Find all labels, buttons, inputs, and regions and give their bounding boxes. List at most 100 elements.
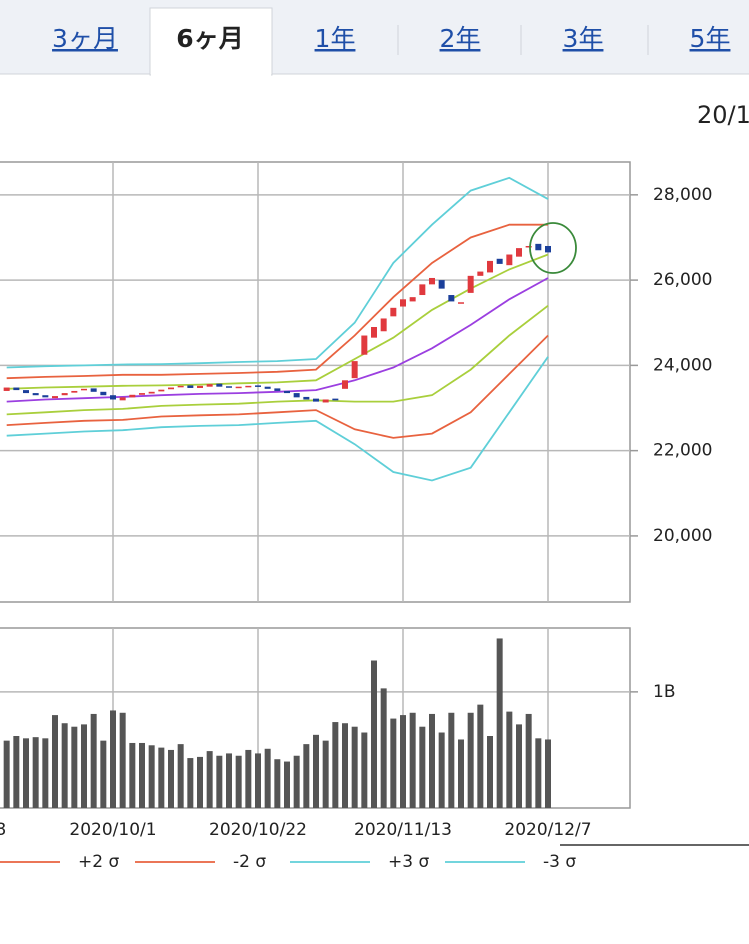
volume-bar: [32, 737, 39, 808]
volume-bar: [177, 744, 184, 808]
candle: [3, 387, 10, 391]
candle: [322, 399, 329, 403]
y-tick-label: 1B: [653, 682, 675, 702]
candle: [129, 394, 136, 398]
candle: [110, 395, 116, 400]
volume-bar: [409, 712, 416, 808]
volume-bar: [255, 753, 261, 808]
volume-bar: [235, 755, 242, 808]
volume-bar: [90, 713, 97, 808]
volume-bar: [332, 722, 339, 808]
volume-bar: [419, 726, 426, 808]
candle: [23, 390, 29, 394]
volume-bar: [525, 713, 532, 808]
volume-bar: [487, 736, 493, 808]
volume-bar: [322, 740, 329, 808]
candle: [100, 391, 107, 396]
volume-bar: [168, 749, 174, 808]
tab-bar: [0, 0, 749, 74]
candle: [168, 387, 174, 390]
price-plot: [3, 176, 551, 482]
tab[interactable]: 6ヶ月: [176, 24, 243, 53]
candle: [81, 388, 87, 391]
volume-bar: [293, 755, 300, 808]
tab[interactable]: 2年: [440, 24, 481, 53]
volume-bar: [197, 756, 203, 808]
volume-bar: [516, 724, 522, 808]
candle: [477, 271, 484, 276]
candle: [342, 380, 348, 389]
volume-bar: [371, 660, 377, 808]
candle: [516, 248, 522, 257]
candle: [177, 385, 184, 388]
y-tick-label: 26,000: [653, 270, 712, 290]
candle: [148, 391, 155, 394]
hand-drawn-circle: [529, 222, 577, 274]
candle: [90, 388, 97, 392]
volume-bar: [42, 738, 49, 808]
volume-bar: [545, 739, 551, 808]
x-tick-label: 2020/11/13: [354, 820, 452, 840]
volume-bar: [380, 688, 387, 808]
candle: [235, 386, 242, 389]
candle: [264, 386, 271, 389]
price-frame: [0, 161, 631, 603]
volume-bar: [303, 744, 310, 808]
candle: [139, 393, 145, 395]
volume-bar: [52, 715, 58, 808]
volume-bar: [438, 732, 445, 808]
candle: [119, 397, 126, 401]
tab[interactable]: 3年: [563, 24, 604, 53]
volume-bar: [351, 726, 358, 808]
volume-bar: [429, 713, 435, 808]
volume-bar: [187, 758, 194, 808]
candle: [303, 396, 310, 400]
legend-label: -2 σ: [233, 852, 266, 872]
candle: [293, 393, 300, 398]
tab[interactable]: 1年: [315, 24, 356, 53]
tab-selected-gap: [151, 72, 271, 76]
candle: [535, 243, 542, 251]
tab[interactable]: 3ヶ月: [52, 24, 118, 53]
candle: [255, 385, 261, 387]
candle: [400, 299, 406, 307]
volume-bar: [129, 742, 136, 808]
candle: [274, 388, 281, 391]
candle: [380, 318, 387, 332]
candle: [361, 335, 368, 355]
tab-selected-bg: [149, 7, 273, 76]
candle: [197, 385, 203, 388]
volume-bar: [100, 740, 107, 808]
volume-bar: [284, 761, 290, 808]
candle: [61, 393, 68, 396]
candle: [216, 383, 223, 387]
volume-bar: [139, 742, 145, 808]
volume-bar: [216, 755, 223, 808]
volume-bar: [274, 759, 281, 808]
volume-bar: [477, 704, 484, 808]
candle: [158, 389, 165, 392]
candle: [332, 398, 339, 401]
candle: [438, 280, 445, 289]
candle: [226, 386, 232, 388]
tab[interactable]: 5年: [690, 24, 731, 53]
volume-bar: [245, 749, 252, 808]
volume-bar: [467, 712, 474, 808]
candle: [419, 284, 426, 296]
volume-bar: [23, 738, 29, 808]
candle: [206, 384, 213, 387]
volume-bar: [13, 736, 20, 808]
candle: [52, 396, 58, 399]
date-header: 20/1: [697, 101, 749, 129]
volume-bar: [390, 718, 397, 808]
candle: [313, 398, 319, 402]
volume-bar: [158, 747, 165, 808]
volume-bar: [206, 751, 213, 808]
y-tick-label: 20,000: [653, 526, 712, 546]
volume-bar: [226, 753, 232, 808]
legend-label: +2 σ: [78, 852, 119, 872]
volume-bar: [361, 732, 368, 808]
band-line: [6, 356, 549, 482]
volume-bar: [496, 638, 503, 808]
